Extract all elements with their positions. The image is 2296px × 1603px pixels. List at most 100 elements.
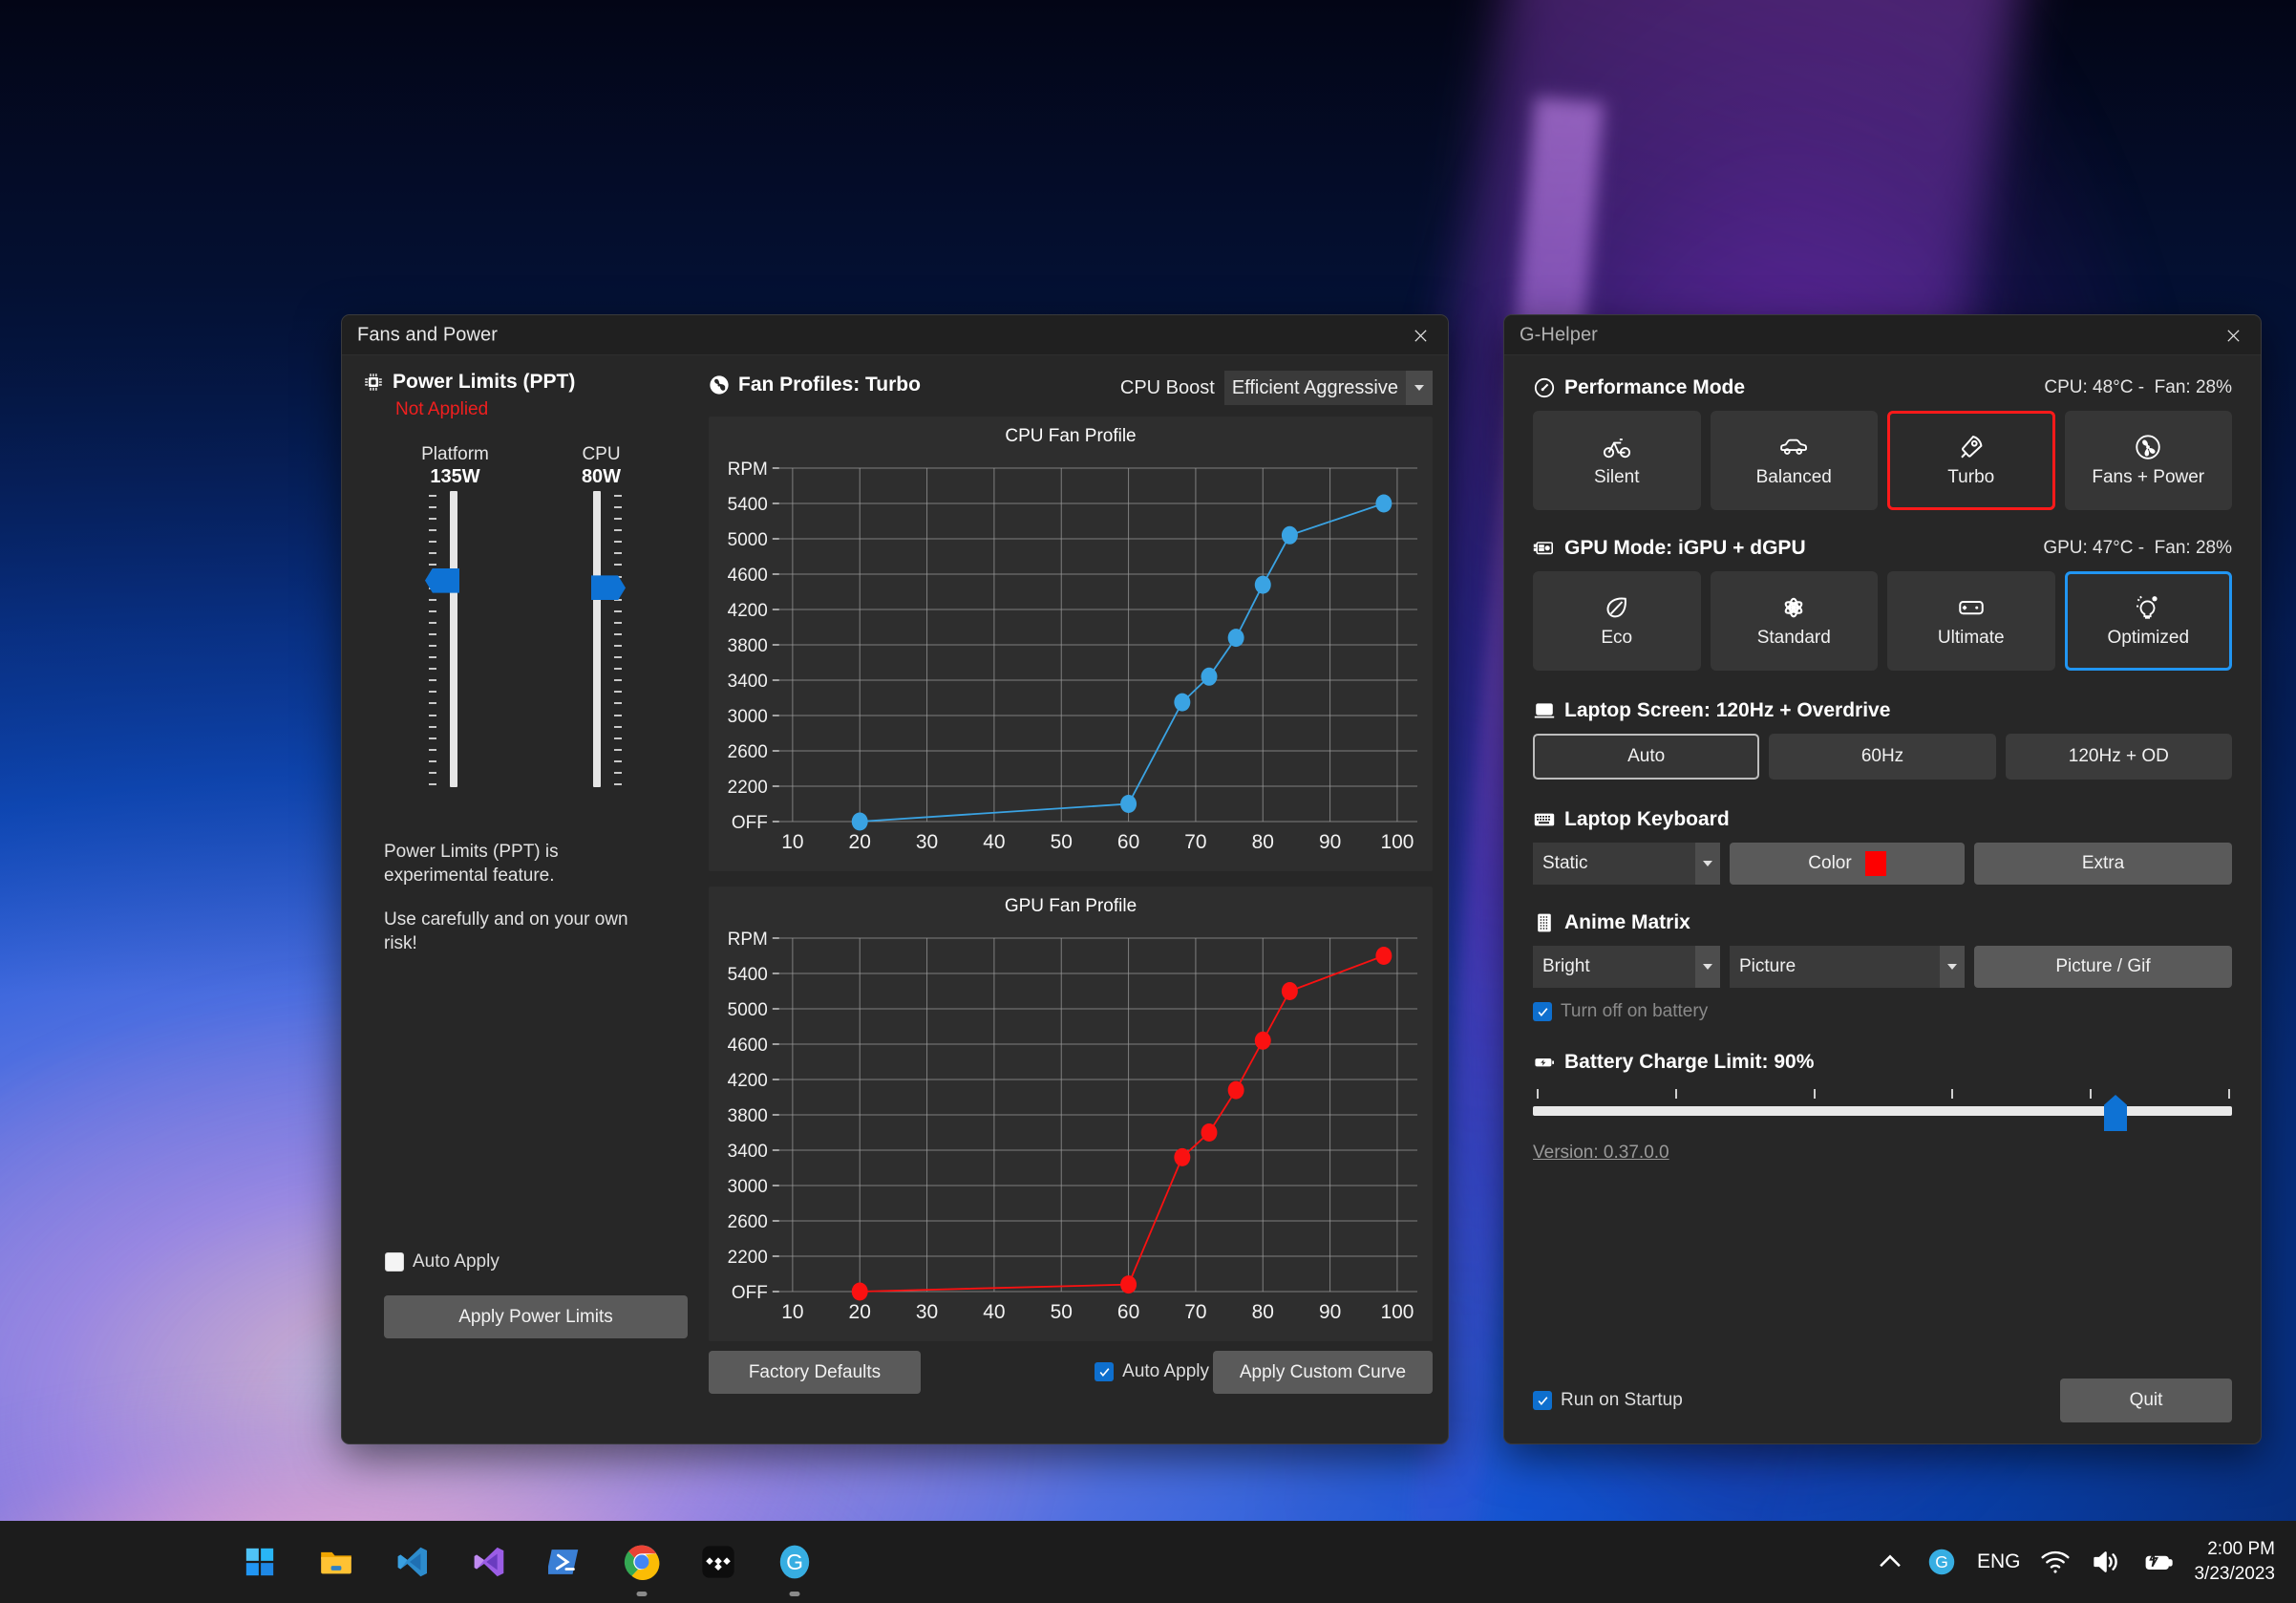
performance-tile-silent[interactable]: Silent	[1533, 411, 1701, 510]
run-on-startup-row[interactable]: Run on Startup	[1533, 1390, 1683, 1411]
close-icon[interactable]	[1398, 318, 1442, 353]
screen-option-auto[interactable]: Auto	[1533, 734, 1760, 780]
apply-custom-curve-button[interactable]: Apply Custom Curve	[1213, 1351, 1433, 1394]
chrome-icon[interactable]	[616, 1536, 668, 1596]
cpu-power-slider[interactable]	[525, 491, 669, 787]
anime-battery-off-checkbox[interactable]	[1533, 1002, 1552, 1021]
tidal-icon[interactable]	[692, 1536, 744, 1588]
gpu-tile-ultimate[interactable]: Ultimate	[1887, 571, 2055, 671]
anime-content-dropdown[interactable]: Picture	[1730, 946, 1965, 988]
run-on-startup-checkbox[interactable]	[1533, 1391, 1552, 1410]
close-icon[interactable]	[2211, 318, 2255, 353]
screen-option-120hz-od[interactable]: 120Hz + OD	[2005, 734, 2232, 780]
curve-auto-apply-checkbox[interactable]	[1095, 1362, 1115, 1381]
gpu-chart-plot[interactable]: OFF 2200 2600 3000 3400 3800 4200 4600 5000 5400 R…	[709, 887, 1433, 1341]
laptop-screen-icon	[1533, 699, 1556, 722]
fans-window-title: Fans and Power	[357, 324, 499, 345]
keyboard-extra-button[interactable]: Extra	[1974, 843, 2232, 885]
powershell-icon[interactable]	[540, 1536, 591, 1588]
vscode-icon[interactable]	[387, 1536, 438, 1588]
ppt-auto-apply-row[interactable]: Auto Apply	[385, 1251, 500, 1272]
svg-text:OFF: OFF	[732, 1283, 768, 1303]
performance-tile-fans-power[interactable]: Fans + Power	[2064, 411, 2232, 510]
svg-text:RPM: RPM	[728, 460, 768, 480]
cpu-chart-title: CPU Fan Profile	[1005, 426, 1137, 446]
gpu-tile-optimized[interactable]: Optimized	[2064, 571, 2232, 671]
gpu-tile-label: Eco	[1601, 628, 1633, 648]
gauge-icon	[1533, 376, 1556, 399]
curve-auto-apply-row[interactable]: Auto Apply	[1095, 1361, 1209, 1382]
cpu-power-readout: CPU 80W	[528, 443, 674, 489]
battery-limit-slider[interactable]	[1533, 1089, 2232, 1131]
svg-text:70: 70	[1184, 831, 1206, 853]
performance-tile-label: Turbo	[1947, 467, 1995, 487]
keyboard-color-button[interactable]: Color	[1730, 843, 1965, 885]
fan-profiles-footer: Factory Defaults Auto Apply Apply Custom…	[709, 1351, 1433, 1395]
fan-profiles-header: Fan Profiles: Turbo	[709, 374, 921, 396]
version-link[interactable]: Version: 0.37.0.0	[1533, 1143, 1669, 1163]
ghelper-tray-icon[interactable]: G	[1925, 1546, 1958, 1578]
platform-power-slider[interactable]	[382, 491, 525, 787]
laptop-screen-header: Laptop Screen: 120Hz + Overdrive	[1533, 699, 2232, 722]
gamepad-icon	[1957, 593, 1986, 622]
power-limits-note: Power Limits (PPT) is experimental featu…	[384, 841, 661, 956]
clock-date: 3/23/2023	[2194, 1564, 2275, 1584]
performance-tile-label: Fans + Power	[2092, 467, 2205, 487]
chevron-down-icon[interactable]	[1695, 946, 1720, 988]
keyboard-mode-dropdown[interactable]: Static	[1533, 843, 1720, 885]
power-limits-status: Not Applied	[395, 399, 489, 419]
svg-text:2600: 2600	[728, 1212, 768, 1232]
battery-slider-track	[1533, 1106, 2232, 1116]
platform-slider-thumb[interactable]	[425, 567, 459, 593]
cpu-slider-thumb[interactable]	[591, 575, 626, 601]
factory-defaults-button[interactable]: Factory Defaults	[709, 1351, 921, 1394]
svg-text:5000: 5000	[728, 1000, 768, 1020]
chevron-down-icon[interactable]	[1406, 371, 1433, 405]
platform-slider-ticks	[429, 495, 436, 785]
wifi-icon[interactable]	[2039, 1546, 2072, 1578]
battery-slider-thumb[interactable]	[2104, 1095, 2127, 1131]
cpu-fan-profile-chart[interactable]: CPU Fan Profile OFF 2200 2600 3000 3400 3800 4…	[709, 417, 1433, 871]
chevron-down-icon[interactable]	[1940, 946, 1965, 988]
svg-text:40: 40	[983, 831, 1005, 853]
chevron-up-icon[interactable]	[1874, 1546, 1906, 1578]
gpu-mode-tiles: Eco Standard Ultimate Optimized	[1533, 571, 2232, 671]
battery-charging-icon[interactable]	[2142, 1546, 2175, 1578]
start-icon[interactable]	[234, 1536, 286, 1588]
gpu-tile-standard[interactable]: Standard	[1710, 571, 1878, 671]
cpu-boost-dropdown[interactable]: Efficient Aggressive	[1223, 371, 1433, 405]
file-explorer-icon[interactable]	[310, 1536, 362, 1588]
gpu-fan-profile-chart[interactable]: GPU Fan Profile OFF 2200 2600 3000 3400 3800 4…	[709, 887, 1433, 1341]
anime-matrix-title: Anime Matrix	[1564, 911, 1690, 933]
keyboard-color-swatch[interactable]	[1864, 851, 1886, 876]
chevron-down-icon[interactable]	[1695, 843, 1720, 885]
svg-text:5400: 5400	[728, 495, 768, 515]
svg-text:100: 100	[1380, 831, 1414, 853]
performance-mode-tiles: Silent Balanced Turbo Fans + Power	[1533, 411, 2232, 510]
ghelper-icon[interactable]: G	[769, 1536, 820, 1596]
svg-text:4600: 4600	[728, 1036, 768, 1056]
language-indicator[interactable]: ENG	[1976, 1550, 2021, 1572]
clock[interactable]: 2:00 PM 3/23/2023	[2194, 1537, 2281, 1587]
svg-text:RPM: RPM	[728, 930, 768, 950]
volume-icon[interactable]	[2091, 1546, 2123, 1578]
gpu-tile-eco[interactable]: Eco	[1533, 571, 1701, 671]
visual-studio-icon[interactable]	[463, 1536, 515, 1588]
cpu-chart-plot[interactable]: OFF 2200 2600 3000 3400 3800 4200 4600 5000 5400 R…	[709, 417, 1433, 871]
performance-tile-turbo[interactable]: Turbo	[1887, 411, 2055, 510]
svg-text:2600: 2600	[728, 742, 768, 762]
anime-brightness-dropdown[interactable]: Bright	[1533, 946, 1720, 988]
ghelper-window-title: G-Helper	[1520, 324, 1598, 345]
quit-button[interactable]: Quit	[2060, 1379, 2232, 1422]
gpu-tile-label: Ultimate	[1937, 628, 2005, 648]
performance-tile-balanced[interactable]: Balanced	[1710, 411, 1878, 510]
anime-picture-gif-button[interactable]: Picture / Gif	[1974, 946, 2232, 988]
clock-time: 2:00 PM	[2207, 1538, 2275, 1559]
cpu-label: CPU	[582, 444, 621, 464]
svg-text:4200: 4200	[728, 1071, 768, 1091]
anime-battery-off-row[interactable]: Turn off on battery	[1533, 1001, 2232, 1022]
ppt-auto-apply-checkbox[interactable]	[385, 1252, 404, 1272]
platform-power-readout: Platform 135W	[382, 443, 528, 489]
screen-option-60hz[interactable]: 60Hz	[1769, 734, 1996, 780]
apply-power-limits-button[interactable]: Apply Power Limits	[384, 1295, 688, 1338]
